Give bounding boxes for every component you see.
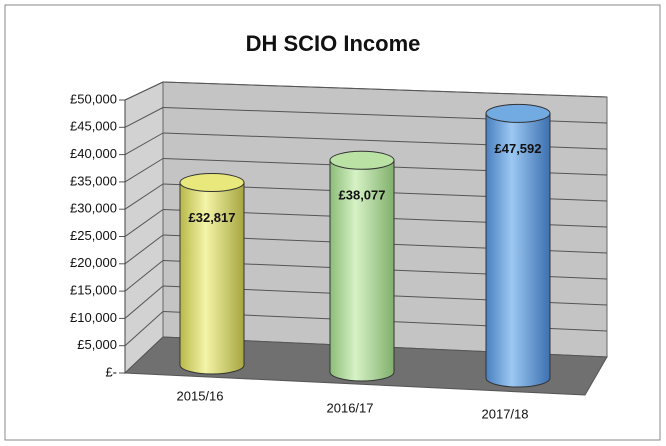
grid-line: [162, 81, 608, 98]
grid-line: [124, 260, 164, 292]
chart-title: DH SCIO Income: [246, 31, 421, 56]
y-tick-label: £25,000: [70, 228, 117, 243]
x-tick-label: 2016/17: [327, 400, 374, 415]
y-tick-label: £15,000: [70, 283, 117, 298]
grid-line: [124, 311, 164, 347]
grid-line: [124, 209, 164, 237]
grid-line: [124, 107, 164, 128]
value-label: £47,592: [495, 141, 542, 156]
bar: [179, 182, 245, 375]
y-tick-label: £-: [105, 364, 117, 379]
grid-line: [124, 132, 164, 156]
side-wall: [124, 81, 164, 375]
grid-line: [124, 285, 164, 319]
y-tick-label: £35,000: [70, 173, 117, 188]
x-tick-label: 2017/18: [482, 406, 529, 421]
value-label: £38,077: [339, 188, 386, 203]
grid-line: [124, 81, 164, 101]
y-tick-label: £20,000: [70, 255, 117, 270]
value-label: £32,817: [189, 210, 236, 225]
y-tick-label: £45,000: [70, 119, 117, 134]
bar-top: [179, 173, 245, 193]
x-tick-label: 2015/16: [177, 388, 224, 403]
grid-line: [124, 183, 164, 210]
bar: [329, 159, 395, 382]
y-tick-label: £40,000: [70, 146, 117, 161]
grid-line: [124, 234, 164, 265]
bar-top: [329, 150, 395, 170]
bar: [485, 112, 551, 388]
y-tick-label: £10,000: [70, 310, 117, 325]
bar-top: [485, 103, 551, 123]
y-tick-label: £5,000: [77, 337, 117, 352]
y-tick-label: £30,000: [70, 201, 117, 216]
y-tick-label: £50,000: [70, 91, 117, 106]
grid-line: [124, 158, 164, 183]
